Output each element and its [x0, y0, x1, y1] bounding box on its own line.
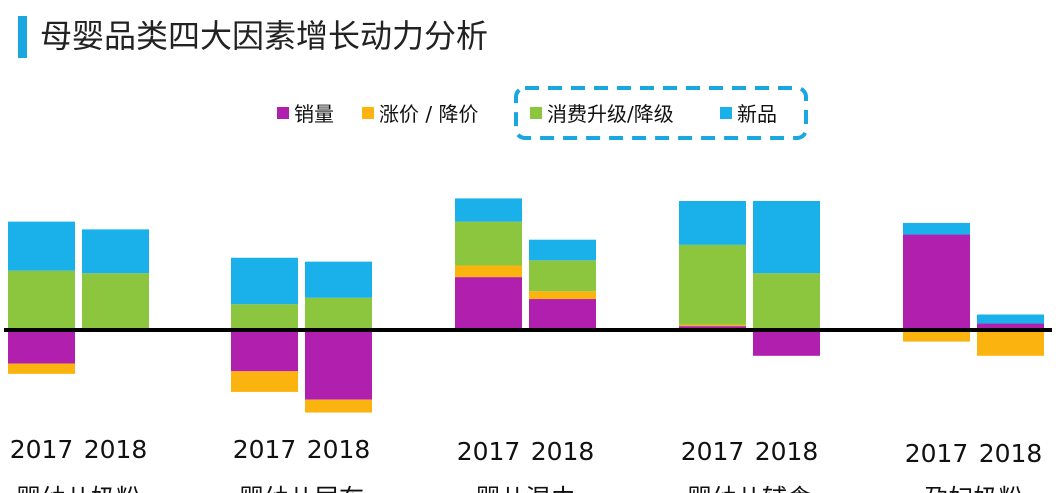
- category-label: 婴幼儿尿布: [239, 484, 364, 493]
- year-tick-label: 2018: [755, 437, 819, 466]
- bar-segment-3-2018-s2: [529, 291, 596, 300]
- bar-segment-1-2017-s1: [8, 330, 75, 364]
- bar-segment-3-2017-s1: [455, 277, 522, 330]
- bar-segment-5-2018-s4: [977, 314, 1044, 324]
- bar-segment-5-2017-s2: [903, 330, 970, 342]
- bar-segment-4-2018-s4: [753, 201, 820, 274]
- legend-label: 涨价 / 降价: [379, 102, 478, 126]
- legend-highlight-box: [514, 86, 808, 140]
- bar-segment-3-2018-s4: [529, 239, 596, 261]
- year-tick-label: 2017: [681, 437, 745, 466]
- bar-segment-5-2017-s4: [903, 222, 970, 235]
- bar-segment-4-2017-s3: [679, 244, 746, 325]
- year-tick-label: 2018: [979, 439, 1043, 468]
- bar-segment-3-2018-s3: [529, 260, 596, 292]
- category-label: 婴幼儿奶粉: [16, 484, 141, 493]
- bar-segment-2-2018-s1: [305, 330, 372, 400]
- legend-swatch: [720, 107, 732, 119]
- bar-segment-2-2018-s3: [305, 297, 372, 330]
- bar-segment-3-2018-s1: [529, 299, 596, 330]
- bar-segment-3-2017-s2: [455, 265, 522, 278]
- year-tick-label: 2017: [233, 435, 297, 464]
- bar-segment-1-2018-s3: [82, 273, 149, 330]
- bar-segment-5-2018-s2: [977, 330, 1044, 356]
- year-tick-label: 2018: [531, 437, 595, 466]
- legend-label: 销量: [294, 102, 334, 126]
- legend-label: 新品: [737, 102, 777, 126]
- category-labels: 婴幼儿奶粉 婴幼儿尿布 婴儿湿巾 婴幼儿辅食 孕妇奶粉: [16, 484, 1024, 493]
- bar-segment-2-2017-s4: [231, 257, 298, 305]
- bar-segment-2-2017-s3: [231, 304, 298, 330]
- legend: 销量 涨价 / 降价 消费升级/降级 新品: [277, 86, 808, 140]
- bar-segment-4-2018-s1: [753, 330, 820, 356]
- bar-segment-2-2017-s2: [231, 371, 298, 392]
- year-tick-label: 2017: [10, 435, 74, 464]
- legend-swatch: [277, 107, 289, 119]
- year-tick-label: 2018: [84, 435, 148, 464]
- bar-segment-1-2017-s2: [8, 363, 75, 374]
- bar-segment-2-2017-s1: [231, 330, 298, 372]
- bar-segment-4-2017-s4: [679, 201, 746, 245]
- bar-segment-1-2018-s4: [82, 229, 149, 274]
- category-label: 婴幼儿辅食: [687, 484, 812, 493]
- page-title: 母婴品类四大因素增长动力分析: [40, 17, 489, 55]
- bar-segment-5-2018-s1: [977, 323, 1044, 330]
- year-tick-label: 2017: [905, 439, 969, 468]
- bar-segment-1-2017-s4: [8, 221, 75, 271]
- year-tick-label: 2018: [307, 435, 371, 464]
- bar-segment-2-2018-s2: [305, 399, 372, 413]
- bar-segment-4-2018-s3: [753, 273, 820, 330]
- bar-segment-5-2017-s1: [903, 234, 970, 330]
- legend-label: 消费升级/降级: [547, 102, 674, 126]
- bar-segment-2-2018-s4: [305, 261, 372, 298]
- bar-segment-4-2017-s2: [679, 324, 746, 327]
- category-label: 婴儿湿巾: [475, 484, 575, 493]
- category-label: 孕妇奶粉: [923, 484, 1023, 493]
- title-accent-bar: [18, 16, 27, 58]
- legend-swatch: [530, 107, 542, 119]
- legend-swatch: [362, 107, 374, 119]
- year-tick-label: 2017: [457, 437, 521, 466]
- bar-segment-3-2017-s4: [455, 198, 522, 222]
- year-tick-labels: 2017 2018 2017 2018 2017 2018 2017 2018 2017 2018: [10, 435, 1043, 468]
- bars: [8, 198, 1044, 413]
- bar-segment-1-2017-s3: [8, 270, 75, 330]
- bar-segment-3-2017-s3: [455, 221, 522, 266]
